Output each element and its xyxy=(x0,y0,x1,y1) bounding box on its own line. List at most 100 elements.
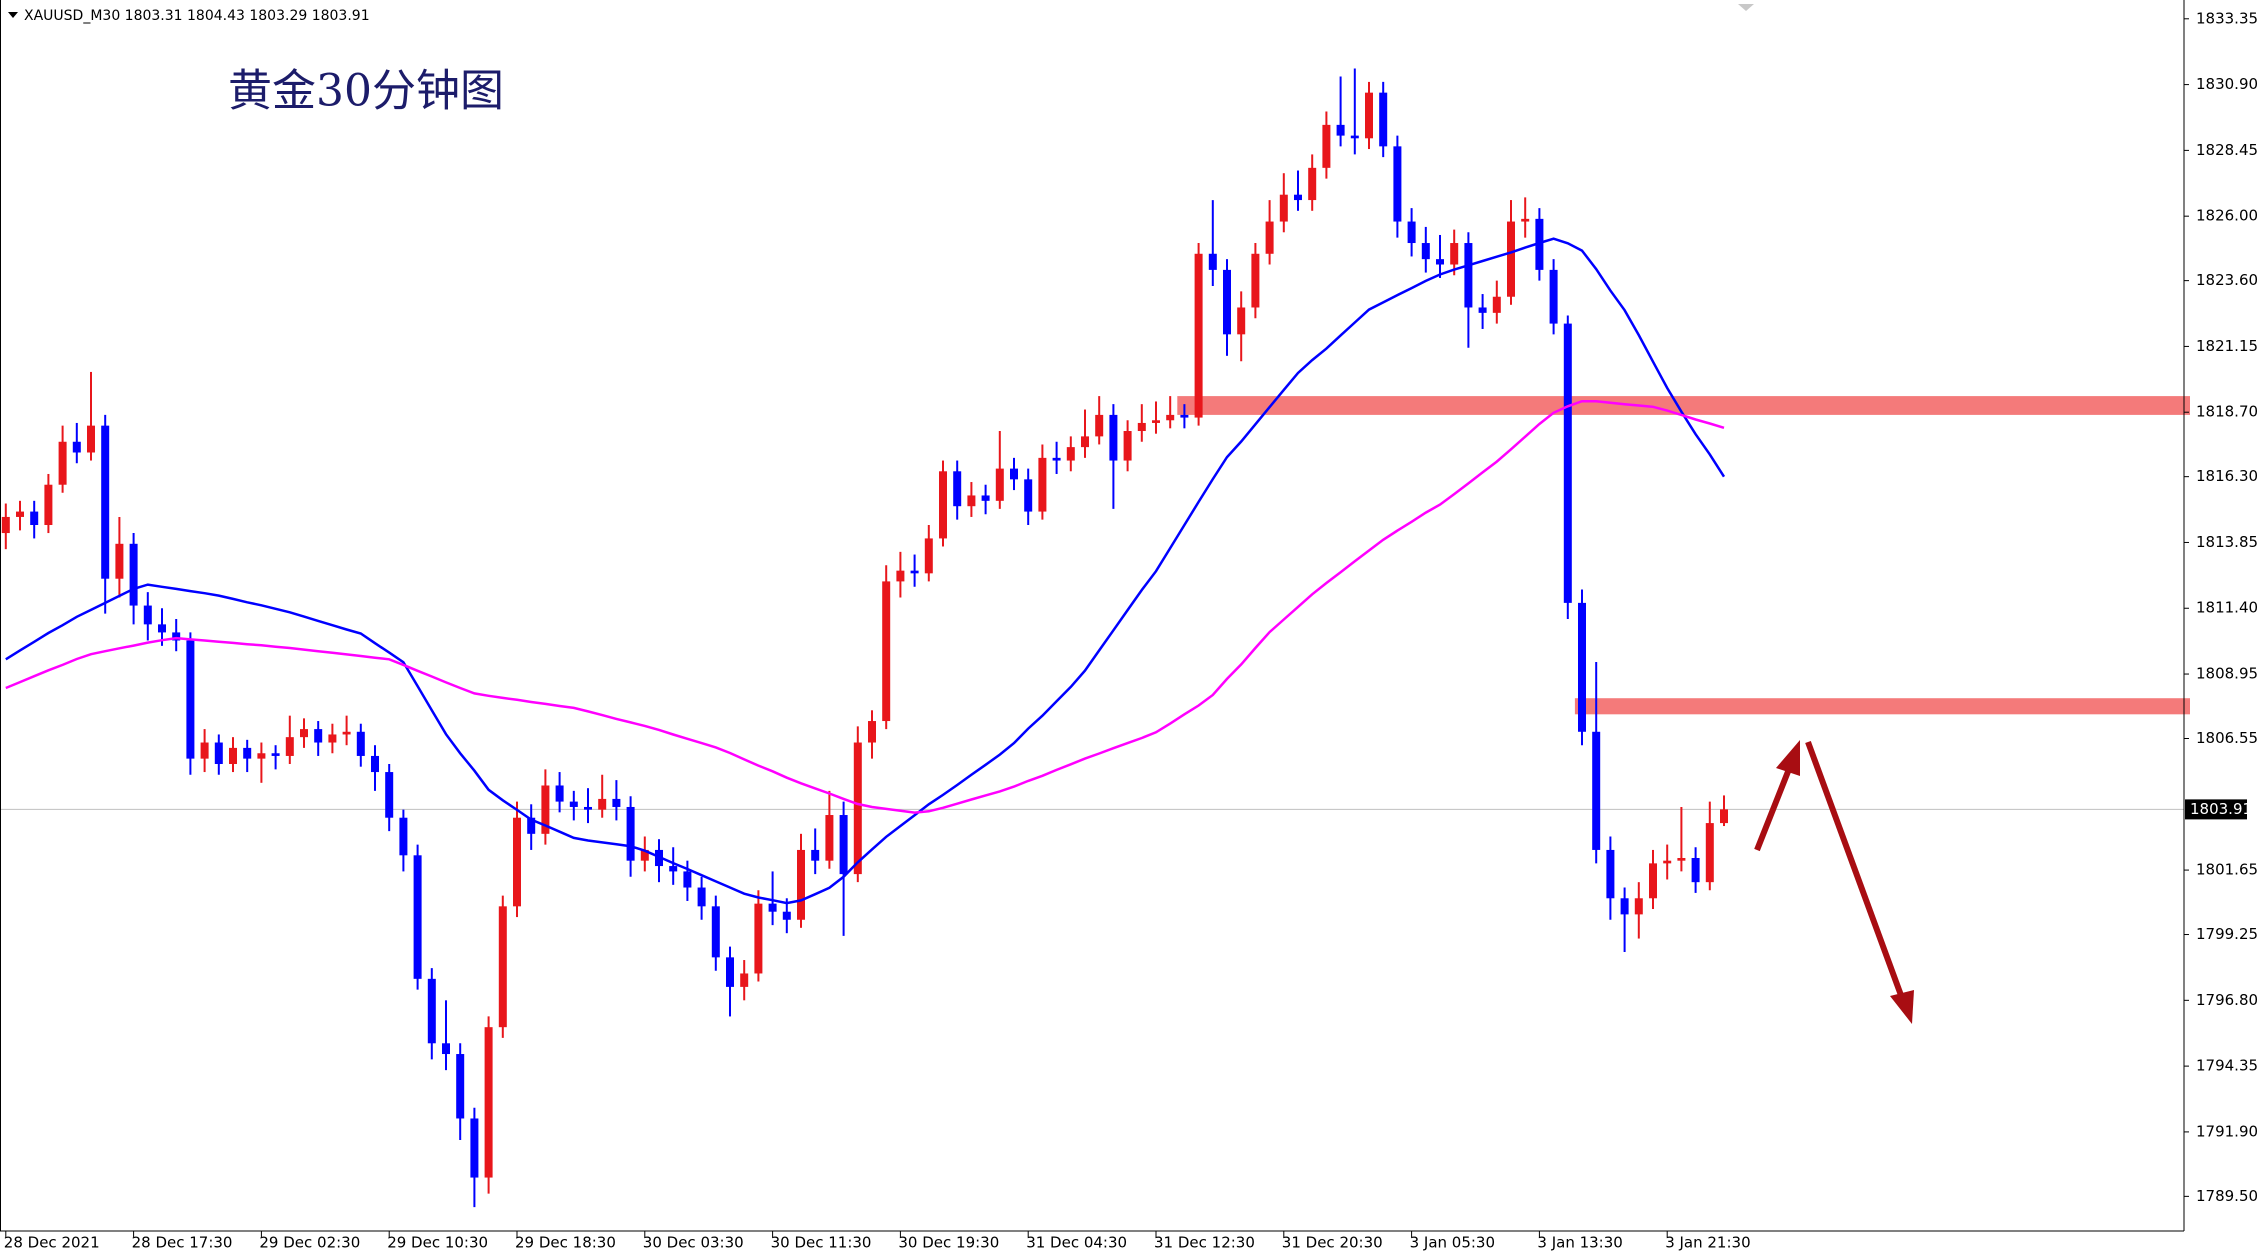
y-tick-label: 1806.55 xyxy=(2196,729,2257,747)
x-tick-label: 28 Dec 2021 xyxy=(4,1234,100,1252)
candle-body xyxy=(1024,479,1033,512)
candle-body xyxy=(243,747,252,759)
candle-body xyxy=(1208,253,1217,270)
candle-body xyxy=(953,471,962,507)
candle-body xyxy=(1663,860,1672,864)
candle-body xyxy=(527,817,536,834)
candle-body xyxy=(1350,135,1359,139)
candle-body xyxy=(172,632,181,641)
candle-body xyxy=(797,849,805,920)
candle-body xyxy=(896,570,905,582)
candle-body xyxy=(1308,167,1317,201)
candle-body xyxy=(1464,243,1473,308)
candle-body xyxy=(612,798,621,807)
candle-body xyxy=(754,903,763,974)
chart-title: 黄金30分钟图 xyxy=(228,66,504,117)
x-tick-label: 31 Dec 04:30 xyxy=(1026,1234,1127,1252)
candle-body xyxy=(186,640,195,759)
candle-body xyxy=(598,798,607,810)
candle-body xyxy=(1322,124,1331,168)
candle-body xyxy=(1279,194,1288,222)
y-tick-label: 1818.70 xyxy=(2196,403,2257,421)
candle-body xyxy=(342,731,351,735)
candle-body xyxy=(200,742,209,759)
candle-body xyxy=(143,605,152,625)
candle-body xyxy=(910,570,919,574)
candle-body xyxy=(811,849,820,861)
candle-body xyxy=(995,468,1004,501)
x-tick-label: 29 Dec 18:30 xyxy=(515,1234,616,1252)
current-price-label: 1803.91 xyxy=(2190,800,2252,818)
candle-body xyxy=(555,785,564,802)
candle-body xyxy=(498,906,507,1028)
candle-body xyxy=(399,817,408,856)
candle-body xyxy=(726,957,734,987)
y-tick-label: 1796.80 xyxy=(2196,991,2257,1009)
y-tick-label: 1816.30 xyxy=(2196,467,2257,485)
candle-body xyxy=(584,806,592,810)
candle-body xyxy=(16,511,24,517)
candle-body xyxy=(427,978,436,1044)
resistance-zone xyxy=(1574,698,2190,715)
candle-body xyxy=(470,1118,479,1178)
candle-body xyxy=(740,973,749,987)
candle-body xyxy=(939,471,947,539)
candle-body xyxy=(271,753,280,756)
candle-body xyxy=(868,721,876,743)
candle-body xyxy=(72,441,81,453)
candle-body xyxy=(484,1027,493,1178)
candle-body xyxy=(541,785,550,834)
header: XAUUSD_M30 1803.31 1804.43 1803.29 1803.… xyxy=(24,8,370,24)
x-tick-label: 30 Dec 11:30 xyxy=(771,1234,872,1252)
plot-area xyxy=(0,68,2190,1208)
candle-body xyxy=(1478,307,1487,313)
candle-body xyxy=(1436,259,1444,265)
candle-body xyxy=(1194,253,1203,418)
candle-body xyxy=(158,624,166,633)
candle-body xyxy=(853,742,862,875)
y-tick-label: 1789.50 xyxy=(2196,1187,2257,1205)
candle-body xyxy=(129,543,138,606)
candle-body xyxy=(1152,420,1160,423)
y-tick-label: 1794.35 xyxy=(2196,1057,2257,1075)
candle-body xyxy=(1407,221,1416,244)
candle-body xyxy=(1507,221,1515,297)
candle-body xyxy=(257,753,266,759)
current-price-box xyxy=(2185,799,2247,820)
candle-body xyxy=(1,516,10,534)
candle-body xyxy=(456,1054,465,1119)
y-tick-label: 1830.90 xyxy=(2196,75,2257,93)
candle-body xyxy=(513,817,521,907)
candle-body xyxy=(1066,447,1075,461)
x-tick-label: 31 Dec 20:30 xyxy=(1282,1234,1383,1252)
moving-average xyxy=(5,237,1726,905)
candle-body xyxy=(1720,809,1728,824)
candle-body xyxy=(229,747,237,765)
candle-body xyxy=(1634,898,1643,915)
candle-body xyxy=(371,755,379,773)
candle-body xyxy=(214,742,223,765)
candle-body xyxy=(442,1043,450,1055)
candle-body xyxy=(782,911,791,920)
candle-body xyxy=(101,425,110,579)
candle-body xyxy=(1549,269,1558,324)
candle-body xyxy=(285,737,294,756)
x-tick-label: 30 Dec 19:30 xyxy=(898,1234,999,1252)
candle-body xyxy=(300,729,308,738)
candle-body xyxy=(697,887,706,907)
candle-body xyxy=(1038,457,1047,512)
candle-body xyxy=(1393,146,1402,222)
candle-body xyxy=(413,855,422,979)
candle-body xyxy=(1365,92,1373,139)
y-tick-label: 1808.95 xyxy=(2196,665,2257,683)
y-tick-label: 1811.40 xyxy=(2196,599,2257,617)
candle-body xyxy=(1535,218,1544,270)
candle-body xyxy=(1109,414,1118,461)
x-tick-label: 29 Dec 02:30 xyxy=(259,1234,360,1252)
candle-body xyxy=(30,511,39,526)
candle-body xyxy=(626,806,635,861)
candle-body xyxy=(1237,307,1246,335)
candle-body xyxy=(314,729,323,743)
candle-body xyxy=(44,484,53,526)
